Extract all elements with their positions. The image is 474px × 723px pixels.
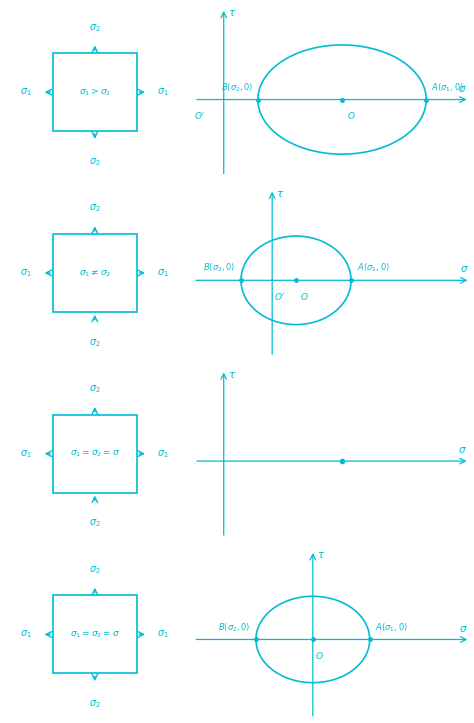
Text: $A(\sigma_1, 0)$: $A(\sigma_1, 0)$ — [431, 81, 464, 94]
Text: $O'$: $O'$ — [194, 110, 206, 121]
Bar — [53, 596, 137, 673]
Text: $\sigma_2$: $\sigma_2$ — [89, 383, 100, 395]
Text: $\tau$: $\tau$ — [317, 550, 325, 560]
Text: $\sigma_1 > \sigma_2$: $\sigma_1 > \sigma_2$ — [79, 87, 111, 98]
Text: $\sigma_1 \neq \sigma_2$: $\sigma_1 \neq \sigma_2$ — [79, 268, 111, 278]
Text: $\sigma_2$: $\sigma_2$ — [89, 337, 100, 348]
Text: $\sigma_2$: $\sigma_2$ — [89, 518, 100, 529]
Text: $\sigma$: $\sigma$ — [460, 265, 468, 275]
Text: $\tau$: $\tau$ — [228, 8, 237, 18]
Text: $\sigma_2$: $\sigma_2$ — [89, 22, 100, 34]
Text: $O$: $O$ — [346, 110, 356, 121]
Text: $O'$: $O'$ — [274, 291, 285, 301]
Text: $\sigma_1$: $\sigma_1$ — [20, 267, 32, 279]
Text: $A(\sigma_1, 0)$: $A(\sigma_1, 0)$ — [375, 621, 408, 634]
Text: $B(\sigma_2, 0)$: $B(\sigma_2, 0)$ — [218, 621, 250, 634]
Text: $\sigma$: $\sigma$ — [458, 445, 467, 455]
Text: $\sigma_1 = \sigma_2 = \sigma$: $\sigma_1 = \sigma_2 = \sigma$ — [70, 448, 120, 459]
Text: $\sigma_1$: $\sigma_1$ — [20, 86, 32, 98]
Text: $\tau$: $\tau$ — [228, 369, 237, 380]
Text: $O$: $O$ — [315, 649, 323, 661]
Text: $\sigma_2$: $\sigma_2$ — [89, 202, 100, 215]
Text: $A(\sigma_1, 0)$: $A(\sigma_1, 0)$ — [356, 262, 390, 275]
Bar — [53, 415, 137, 492]
Text: $B(\sigma_2, 0)$: $B(\sigma_2, 0)$ — [221, 81, 253, 94]
Text: $\sigma_1$: $\sigma_1$ — [20, 448, 32, 460]
Text: $\sigma_2$: $\sigma_2$ — [89, 698, 100, 710]
Text: $\sigma_1$: $\sigma_1$ — [157, 448, 169, 460]
Bar — [53, 234, 137, 312]
Bar — [53, 54, 137, 131]
Text: $\sigma_1$: $\sigma_1$ — [157, 267, 169, 279]
Text: $B(\sigma_2, 0)$: $B(\sigma_2, 0)$ — [203, 262, 236, 275]
Text: $\tau$: $\tau$ — [276, 189, 284, 199]
Text: $\sigma_1$: $\sigma_1$ — [157, 86, 169, 98]
Text: $\sigma$: $\sigma$ — [458, 84, 467, 94]
Text: $\sigma_2$: $\sigma_2$ — [89, 156, 100, 168]
Text: $\sigma$: $\sigma$ — [459, 624, 468, 634]
Text: $\sigma_2$: $\sigma_2$ — [89, 564, 100, 576]
Text: $O$: $O$ — [300, 291, 309, 301]
Text: $\sigma_1$: $\sigma_1$ — [20, 628, 32, 641]
Text: $\sigma_1 = \sigma_2 = \sigma$: $\sigma_1 = \sigma_2 = \sigma$ — [70, 629, 120, 640]
Text: $\sigma_1$: $\sigma_1$ — [157, 628, 169, 641]
